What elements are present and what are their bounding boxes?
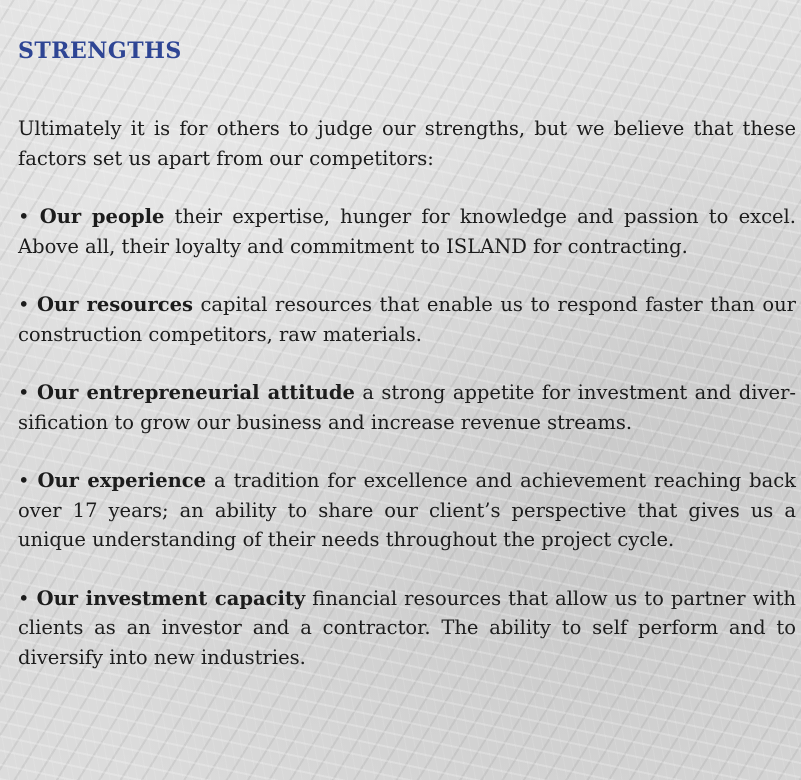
strength-title: Our resources <box>37 293 193 316</box>
bullet: • <box>18 293 30 316</box>
bullet: • <box>18 205 30 228</box>
strengths-section: STRENGTHS Ultimately it is for others to… <box>18 34 796 672</box>
strength-description: a strong appetite for investment and div… <box>18 381 796 434</box>
bullet: • <box>18 586 30 610</box>
strength-title: Our investment capacity <box>36 586 306 610</box>
strength-description: financial resources that allow us to par… <box>18 586 796 669</box>
strength-description: a tradition for excellence and achieveme… <box>18 469 796 551</box>
intro-paragraph: Ultimately it is for others to judge our… <box>18 117 796 170</box>
bullet: • <box>18 381 30 404</box>
strength-title: Our experience <box>37 469 207 492</box>
strength-item-people: • Our people their expertise, hunger for… <box>18 202 796 261</box>
strength-item-resources: • Our resources capital resources that e… <box>18 290 796 349</box>
section-heading: STRENGTHS <box>18 38 182 64</box>
bullet: • <box>18 469 30 492</box>
strength-item-investment-capacity: • Our investment capacity financial reso… <box>18 584 796 673</box>
strength-item-entrepreneurial-attitude: • Our entrepreneurial attitude a strong … <box>18 378 796 437</box>
strength-description: their expertise, hunger for knowledge an… <box>18 205 796 258</box>
strength-item-experience: • Our experience a tradition for excelle… <box>18 466 796 555</box>
strength-title: Our people <box>39 205 165 228</box>
strength-title: Our entrepreneurial attitude <box>36 381 355 404</box>
strength-description: capital resources that enable us to resp… <box>18 293 796 346</box>
